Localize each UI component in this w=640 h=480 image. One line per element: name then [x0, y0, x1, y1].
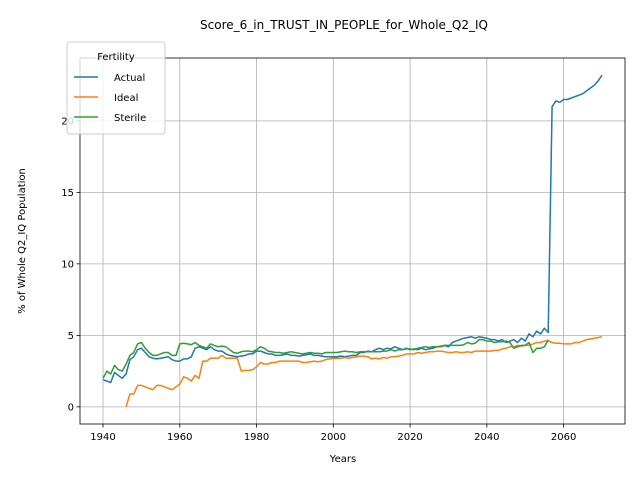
x-tick-label: 1960 [167, 432, 192, 443]
x-tick-label: 2000 [321, 432, 346, 443]
y-tick-label: 10 [61, 259, 74, 270]
chart-title: Score_6_in_TRUST_IN_PEOPLE_for_Whole_Q2_… [200, 18, 488, 32]
x-tick-label: 1940 [90, 432, 115, 443]
legend-label-actual: Actual [114, 73, 145, 84]
x-axis-label: Years [329, 454, 356, 465]
y-tick-label: 15 [61, 188, 74, 199]
plot-frame [79, 57, 626, 425]
y-tick-label: 0 [68, 402, 74, 413]
y-tick-label: 5 [68, 331, 74, 342]
x-tick-label: 2060 [551, 432, 576, 443]
legend-title: Fertility [97, 52, 135, 63]
x-tick-label: 2040 [474, 432, 499, 443]
legend: Fertility Actual Ideal Sterile [66, 41, 166, 135]
legend-label-sterile: Sterile [114, 113, 146, 124]
series-lines [102, 74, 603, 408]
x-tick-label: 1980 [244, 432, 269, 443]
x-axis: 1940 1960 1980 2000 2020 2040 2060 [90, 424, 576, 443]
legend-label-ideal: Ideal [114, 93, 138, 104]
legend-box [66, 41, 166, 135]
series-line-actual [102, 74, 603, 384]
series-line-sterile [102, 338, 549, 379]
x-tick-label: 2020 [397, 432, 422, 443]
y-axis-label: % of Whole Q2_IQ Population [17, 168, 28, 314]
grid-lines [80, 58, 625, 424]
